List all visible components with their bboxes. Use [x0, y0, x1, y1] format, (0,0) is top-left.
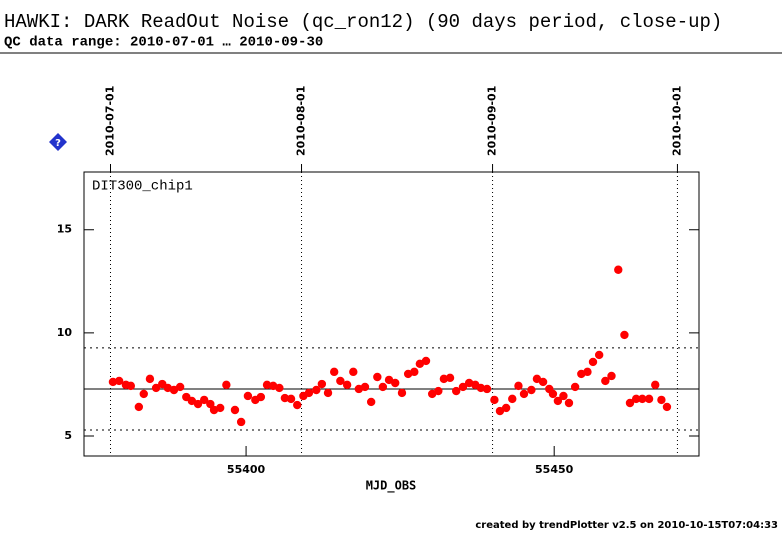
data-point — [175, 382, 185, 392]
svg-text:?: ? — [55, 138, 61, 149]
data-point — [482, 384, 492, 394]
data-point — [638, 394, 647, 404]
data-point — [145, 374, 155, 384]
data-point — [548, 389, 558, 399]
data-point — [458, 382, 468, 392]
date-tick-label: 2010-08-01 — [295, 86, 308, 156]
data-point — [564, 398, 574, 408]
data-point — [312, 385, 321, 395]
data-point — [293, 400, 302, 410]
data-point — [614, 265, 623, 274]
data-point — [262, 380, 272, 390]
data-point — [583, 367, 592, 377]
data-point — [280, 393, 290, 403]
data-point — [508, 394, 517, 404]
data-point — [476, 383, 486, 393]
data-point — [397, 388, 407, 398]
data-point — [275, 383, 284, 393]
data-point — [662, 402, 672, 412]
footer: created by trendPlotter v2.5 on 2010-10-… — [475, 520, 778, 531]
data-point — [342, 380, 352, 390]
data-point — [594, 350, 604, 360]
panel-label: DIT300_chip1 — [92, 179, 193, 195]
data-point — [625, 398, 635, 408]
data-point — [134, 402, 144, 412]
data-point — [349, 367, 358, 377]
data-point — [151, 383, 161, 393]
data-point — [323, 388, 333, 398]
help-icon[interactable]: ? — [49, 133, 67, 151]
data-point — [439, 374, 449, 384]
data-point — [501, 403, 511, 413]
data-point — [657, 395, 666, 405]
data-point — [553, 396, 563, 406]
data-point — [222, 380, 231, 390]
data-point — [139, 389, 148, 399]
data-point — [114, 376, 124, 386]
data-point — [514, 381, 523, 391]
data-point — [452, 386, 461, 396]
data-point — [199, 395, 209, 405]
data-point — [527, 385, 536, 395]
data-point — [243, 391, 253, 401]
data-point — [236, 417, 246, 427]
data-point — [230, 405, 240, 415]
data-point — [601, 376, 610, 386]
data-point — [378, 382, 388, 392]
data-point — [193, 399, 203, 409]
data-point — [317, 379, 327, 389]
data-point — [644, 394, 654, 404]
data-point — [329, 367, 339, 377]
chart-subtitle: QC data range: 2010-07-01 … 2010-09-30 — [4, 35, 323, 51]
y-tick-label: 15 — [57, 223, 72, 236]
x-tick-label: 55450 — [535, 463, 574, 476]
data-point — [434, 386, 443, 396]
data-point — [336, 376, 345, 386]
date-tick-label: 2010-10-01 — [670, 86, 683, 156]
data-point — [108, 377, 118, 387]
data-point — [538, 377, 548, 387]
data-point — [286, 394, 296, 404]
data-point — [588, 357, 598, 367]
data-point — [445, 373, 455, 383]
data-point — [570, 382, 580, 392]
data-point — [490, 395, 499, 405]
data-point — [256, 392, 266, 402]
data-point — [631, 394, 641, 404]
data-point — [607, 371, 616, 381]
data-point — [304, 388, 314, 398]
data-point — [651, 380, 660, 390]
data-point — [421, 356, 431, 366]
data-point — [366, 397, 376, 407]
data-point — [620, 330, 629, 340]
date-tick-label: 2010-09-01 — [486, 86, 499, 156]
data-point — [559, 391, 568, 401]
data-point — [390, 378, 400, 388]
data-point — [373, 372, 382, 382]
data-point — [410, 367, 419, 377]
chart-title: HAWKI: DARK ReadOut Noise (qc_ron12) (90… — [4, 11, 722, 33]
data-point — [519, 389, 529, 399]
data-point — [360, 382, 370, 392]
date-tick-label: 2010-07-01 — [103, 86, 116, 156]
plot-frame — [83, 171, 700, 457]
data-point — [126, 381, 136, 391]
y-tick-label: 5 — [64, 429, 72, 442]
data-point — [215, 403, 225, 413]
x-axis-label: MJD_OBS — [366, 479, 417, 494]
x-tick-label: 55400 — [227, 463, 266, 476]
y-tick-label: 10 — [57, 326, 73, 339]
